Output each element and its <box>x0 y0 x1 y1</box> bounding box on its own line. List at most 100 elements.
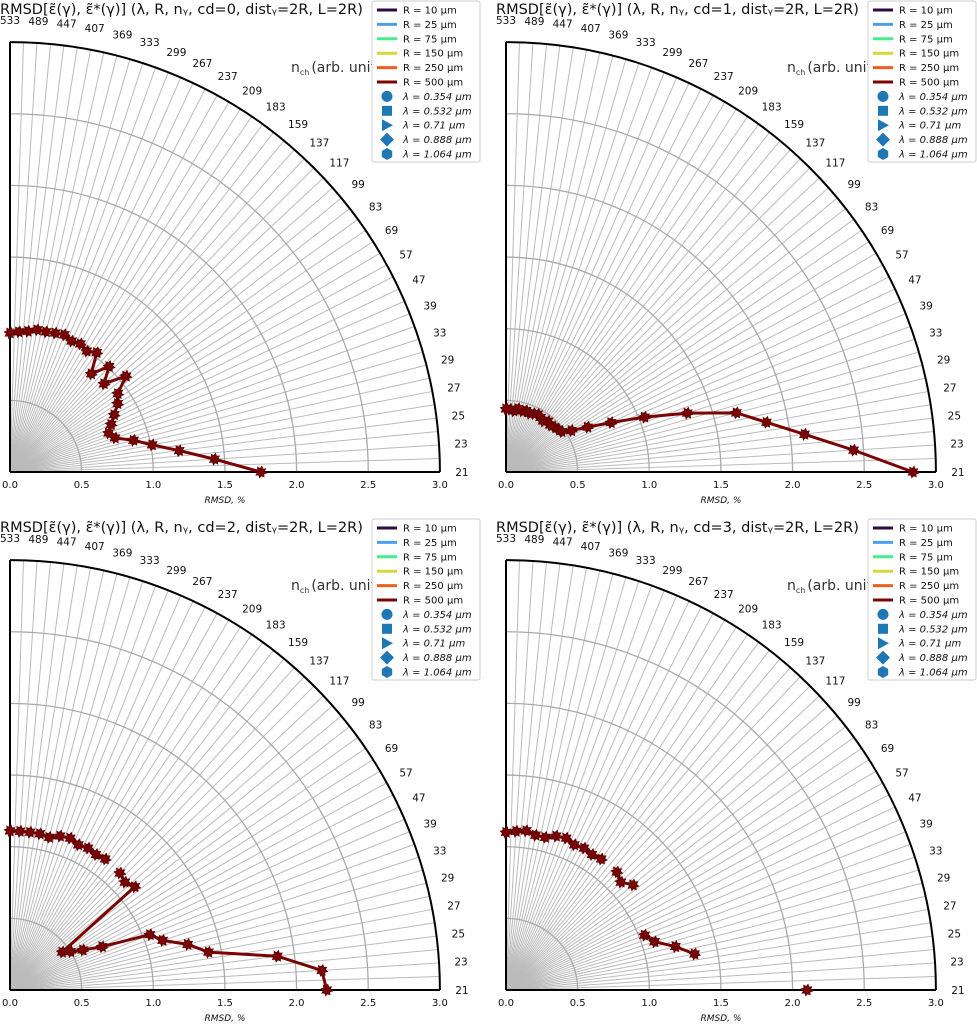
legend-label: R = 10 μm <box>403 6 457 17</box>
rmsd-tick-label: 3.0 <box>432 998 448 1009</box>
series-line <box>643 933 696 956</box>
data-point <box>610 865 624 879</box>
theta-label-sub: ch <box>300 68 309 77</box>
legend-label: R = 500 μm <box>899 78 959 89</box>
circle-marker-icon <box>381 90 393 102</box>
nch-tick-label: 33 <box>929 327 942 339</box>
data-point <box>846 443 860 457</box>
rmsd-tick-label: 0.0 <box>2 998 18 1009</box>
legend-label: R = 25 μm <box>899 20 953 31</box>
theta-axis-label: nch (arb. units) <box>291 60 389 77</box>
nch-tick-label: 39 <box>919 301 932 313</box>
nch-tick-label: 407 <box>581 23 601 35</box>
nch-tick-label: 533 <box>496 533 516 545</box>
legend-label: λ = 0.532 μm <box>898 106 968 117</box>
nch-tick-label: 29 <box>441 355 454 367</box>
nch-tick-label: 489 <box>524 534 544 546</box>
nch-tick-label: 137 <box>805 656 825 668</box>
legend-label: R = 10 μm <box>899 6 953 17</box>
grid-circle <box>9 702 298 991</box>
data-point <box>126 433 140 447</box>
nch-tick-label: 99 <box>352 697 365 709</box>
data-point <box>585 847 599 862</box>
theta-label-rest: (arb. units) <box>311 60 388 76</box>
nch-tick-label: 209 <box>738 85 758 97</box>
square-marker-icon <box>878 105 888 116</box>
rmsd-tick-label: 1.5 <box>713 480 729 491</box>
legend-label: λ = 0.71 μm <box>402 121 465 132</box>
triangle-marker-icon <box>382 119 393 132</box>
nch-tick-label: 267 <box>688 58 708 70</box>
nch-tick-label: 267 <box>192 58 212 70</box>
rmsd-tick-label: 0.0 <box>498 998 514 1009</box>
data-point <box>128 880 142 894</box>
legend-label: R = 150 μm <box>899 49 959 60</box>
legend-label: λ = 0.354 μm <box>402 610 472 621</box>
legend-label: λ = 1.064 μm <box>898 668 968 679</box>
legend-label: R = 75 μm <box>899 552 953 563</box>
data-point <box>145 438 159 452</box>
nch-tick-label: 39 <box>919 819 932 831</box>
nch-tick-label: 137 <box>805 138 825 150</box>
nch-tick-label: 117 <box>329 676 349 688</box>
nch-tick-label: 137 <box>309 138 329 150</box>
legend-label: R = 75 μm <box>899 34 953 45</box>
data-point <box>798 427 811 441</box>
nch-tick-label: 27 <box>943 382 956 394</box>
theta-label-sub: ch <box>796 586 805 595</box>
theta-label-main: n <box>787 578 796 594</box>
legend-label: λ = 0.354 μm <box>898 610 968 621</box>
legend-label: λ = 0.354 μm <box>402 92 472 103</box>
rmsd-tick-label: 1.0 <box>145 480 161 491</box>
chart-title: RMSD[ε̃(γ), ε̃*(γ)] (λ, R, nᵧ, cd=1, dis… <box>496 2 859 18</box>
data-point <box>680 406 694 420</box>
legend: R = 10 μm R = 25 μm R = 75 μm R = 150 μm R =… <box>867 0 977 163</box>
nch-tick-label: 183 <box>762 619 782 631</box>
data-point <box>254 465 268 479</box>
chart-title: RMSD[ε̃(γ), ε̃*(γ)] (λ, R, nᵧ, cd=0, dis… <box>0 2 363 18</box>
data-point <box>3 326 17 340</box>
data-point <box>104 417 118 431</box>
data-point <box>84 367 98 381</box>
grid-circle <box>9 184 298 473</box>
grid-circle <box>9 917 83 991</box>
theta-label-rest: (arb. units) <box>807 60 884 76</box>
rmsd-tick-label: 2.0 <box>289 480 305 491</box>
legend-label: R = 500 μm <box>403 78 463 89</box>
nch-tick-label: 69 <box>385 225 398 237</box>
data-point <box>499 825 513 839</box>
nch-tick-label: 159 <box>288 637 308 649</box>
nch-tick-label: 299 <box>662 47 682 59</box>
nch-tick-label: 117 <box>825 158 845 170</box>
legend-label: λ = 0.532 μm <box>402 624 472 635</box>
legend-label: R = 250 μm <box>899 63 959 74</box>
nch-tick-label: 237 <box>218 589 238 601</box>
nch-tick-label: 209 <box>242 603 262 615</box>
nch-tick-label: 299 <box>166 565 186 577</box>
nch-tick-label: 183 <box>266 101 286 113</box>
data-point <box>320 983 334 997</box>
data-point <box>509 824 523 838</box>
legend-box <box>371 0 481 163</box>
data-point <box>71 838 85 852</box>
nch-tick-label: 39 <box>423 301 436 313</box>
circle-marker-icon <box>877 90 889 102</box>
legend-label: R = 250 μm <box>403 581 463 592</box>
circle-marker-icon <box>381 608 393 620</box>
rmsd-tick-label: 2.5 <box>856 998 872 1009</box>
nch-tick-label: 333 <box>140 555 160 567</box>
rmsd-tick-label: 3.0 <box>928 998 944 1009</box>
data-point <box>202 945 216 959</box>
legend-label: R = 25 μm <box>403 538 457 549</box>
grid-circle <box>9 256 226 473</box>
data-point <box>729 406 743 420</box>
diamond-marker-icon <box>876 132 890 147</box>
theta-label-main: n <box>787 60 796 76</box>
grid-circle <box>9 774 226 991</box>
data-point <box>315 963 329 977</box>
nch-tick-label: 39 <box>423 819 436 831</box>
grid-circle <box>505 113 865 473</box>
nch-tick-label: 47 <box>412 275 425 287</box>
rmsd-tick-label: 2.5 <box>360 998 376 1009</box>
data-point <box>76 943 90 957</box>
